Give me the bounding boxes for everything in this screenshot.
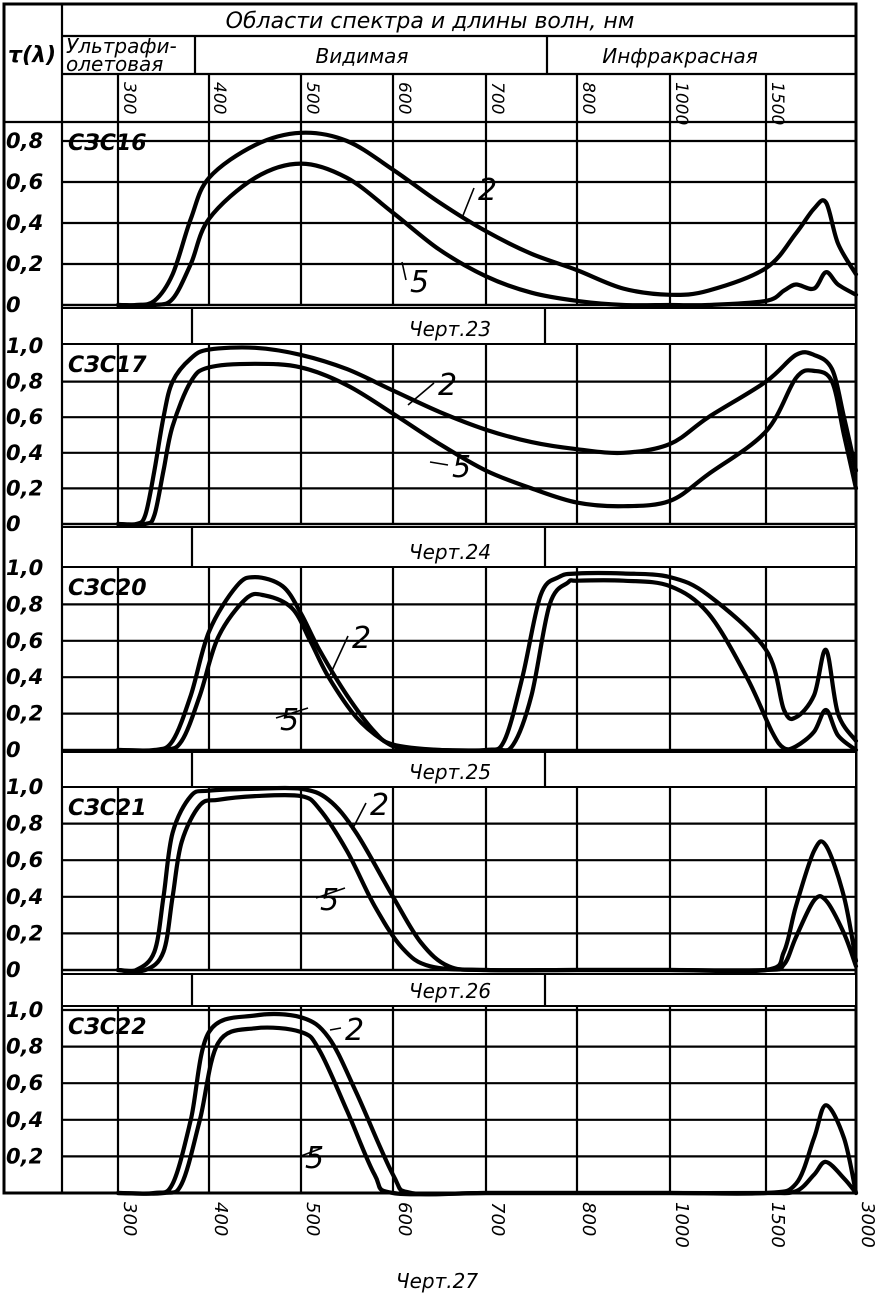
bottom-xtick-1000: 1000 xyxy=(671,1202,692,1248)
series-2-leader xyxy=(461,187,475,219)
panel-ytick: 1,0 xyxy=(6,775,43,799)
series-5-label: 5 xyxy=(452,450,471,485)
series-2-label: 2 xyxy=(370,788,389,823)
header-xtick-600: 600 xyxy=(394,82,414,114)
panel-ytick: 0,2 xyxy=(6,702,43,726)
series-2-label: 2 xyxy=(345,1013,364,1048)
series-2-line xyxy=(115,1011,859,1197)
panel-ytick: 0,4 xyxy=(6,1108,43,1132)
series-5-line xyxy=(115,361,859,527)
bottom-xtick-700: 700 xyxy=(487,1202,508,1236)
band-uv-line1: Ультрафи- xyxy=(66,34,177,58)
caption-strip xyxy=(61,307,857,345)
panel-ytick: 0,6 xyxy=(6,405,43,429)
panel-ytick: 0,6 xyxy=(6,1071,43,1095)
header-xtick-300: 300 xyxy=(119,82,139,114)
series-2-label: 2 xyxy=(438,368,457,403)
series-2-line xyxy=(115,130,859,308)
series-2-leader xyxy=(329,635,349,676)
series-5-label: 5 xyxy=(280,703,299,738)
panel-ytick: 0,4 xyxy=(6,665,43,689)
band-visible: Видимая xyxy=(316,44,409,68)
panel-ytick: 0,6 xyxy=(6,170,43,194)
panel-title: СЗС20 xyxy=(68,576,147,601)
panel-caption: Черт.23 xyxy=(409,317,491,341)
panel-ytick: 0 xyxy=(6,293,21,317)
series-5-leader xyxy=(401,261,407,281)
caption-strip xyxy=(61,973,857,1007)
band-infrared: Инфракрасная xyxy=(602,44,757,68)
header-xtick-400: 400 xyxy=(209,82,229,114)
panel-ytick: 0,8 xyxy=(6,812,43,836)
bottom-xtick-600: 600 xyxy=(394,1202,415,1236)
series-5-line xyxy=(115,792,859,974)
panel-ytick: 0,8 xyxy=(6,592,43,616)
series-2-leader xyxy=(351,802,367,831)
panel-ytick: 0,2 xyxy=(6,921,43,945)
panel-ytick: 0,8 xyxy=(6,129,43,153)
bottom-xtick-300: 300 xyxy=(119,1202,140,1236)
panel-ytick: 0,6 xyxy=(6,848,43,872)
series-5-leader xyxy=(429,461,449,466)
bottom-xtick-3000: 3000 xyxy=(857,1202,875,1248)
series-2-leader xyxy=(329,1027,342,1031)
figure-caption: Черт.27 xyxy=(396,1269,478,1293)
series-5-leader xyxy=(300,1147,323,1157)
series-2-label: 2 xyxy=(478,173,497,208)
caption-strip xyxy=(61,526,857,568)
band-uv-line2: олетовая xyxy=(66,52,163,76)
header-xtick-700: 700 xyxy=(487,82,507,114)
panel-title: СЗС16 xyxy=(68,131,147,156)
panel-ytick: 0 xyxy=(6,958,21,982)
series-2-line xyxy=(115,785,859,974)
header-title: Области спектра и длины волн, нм xyxy=(226,9,635,34)
series-5-label: 5 xyxy=(410,265,429,300)
series-5-line xyxy=(115,161,859,308)
bottom-xtick-1500: 1500 xyxy=(767,1202,788,1248)
header-xtick-1500: 1500 xyxy=(767,82,787,125)
series-2-line xyxy=(115,570,859,753)
panel-ytick: 0,4 xyxy=(6,211,43,235)
series-5-label: 5 xyxy=(320,883,339,918)
bottom-xtick-800: 800 xyxy=(578,1202,599,1236)
panel-ytick: 1,0 xyxy=(6,334,43,358)
series-2-leader xyxy=(407,382,435,406)
series-5-line xyxy=(115,1025,859,1197)
panel-caption: Черт.24 xyxy=(409,540,491,564)
series-2-line xyxy=(115,345,859,527)
panel-ytick: 1,0 xyxy=(6,556,43,580)
panel-title: СЗС21 xyxy=(68,796,147,821)
panel-caption: Черт.25 xyxy=(409,760,491,784)
panel-ytick: 0,6 xyxy=(6,629,43,653)
panel-ytick: 0 xyxy=(6,738,21,762)
panel-title: СЗС17 xyxy=(68,353,147,378)
caption-strip xyxy=(61,751,857,788)
panel-ytick: 0,2 xyxy=(6,1144,43,1168)
bottom-xtick-500: 500 xyxy=(302,1202,323,1236)
series-5-leader xyxy=(315,887,346,899)
series-5-line xyxy=(115,578,859,753)
panel-ytick: 1,0 xyxy=(6,998,43,1022)
panel-ytick: 0,4 xyxy=(6,885,43,909)
panel-ytick: 0,2 xyxy=(6,476,43,500)
series-5-label: 5 xyxy=(305,1141,324,1176)
panel-ytick: 0,8 xyxy=(6,1035,43,1059)
bottom-xtick-400: 400 xyxy=(210,1202,231,1236)
panel-ytick: 0,2 xyxy=(6,252,43,276)
panel-ytick: 0,4 xyxy=(6,441,43,465)
header-xtick-800: 800 xyxy=(578,82,598,114)
header-xtick-500: 500 xyxy=(302,82,322,114)
y-axis-symbol: τ(λ) xyxy=(8,43,56,68)
panel-ytick: 0 xyxy=(6,512,21,536)
header-xtick-1000: 1000 xyxy=(671,82,691,125)
series-2-label: 2 xyxy=(352,621,371,656)
panel-ytick: 0,8 xyxy=(6,370,43,394)
panel-caption: Черт.26 xyxy=(409,979,491,1003)
panel-title: СЗС22 xyxy=(68,1015,147,1040)
series-5-leader xyxy=(275,707,309,719)
